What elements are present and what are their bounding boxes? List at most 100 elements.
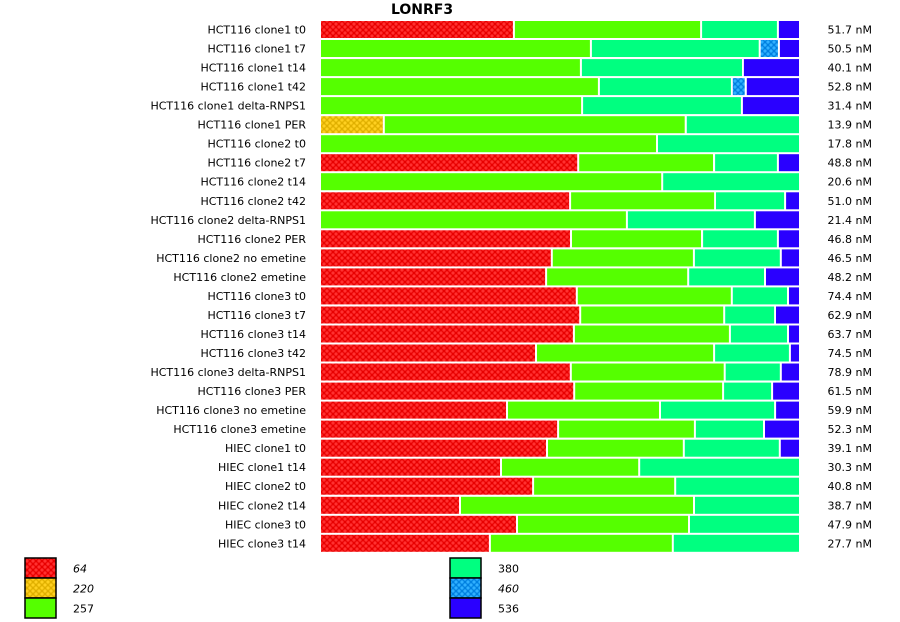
chart-title: LONRF3 — [391, 2, 453, 18]
category-label: HCT116 clone2 t42 — [200, 195, 306, 208]
bar-segment-380 — [689, 268, 764, 286]
bar-segment-257 — [321, 78, 598, 96]
bar-segment-257 — [384, 116, 685, 134]
bar-segment-380 — [627, 211, 754, 229]
bar-segment-380 — [690, 515, 799, 533]
bar-segment-536 — [790, 344, 799, 362]
total-concentration-label: 48.2 nM — [828, 271, 872, 284]
row-labels: HCT116 clone1 t0 HCT116 clone1 t7 HCT116 c… — [150, 24, 306, 551]
bar-segment-380 — [676, 477, 799, 495]
bar-segment-536 — [778, 230, 799, 248]
total-labels: 51.7 nM 50.5 nM 40.1 nM 52.8 nM 31.4 nM 13.9 … — [828, 24, 872, 551]
bar-segment-380 — [673, 534, 799, 552]
bar-segment-460 — [732, 78, 745, 96]
legend-swatch-220 — [24, 577, 57, 599]
bar-segment-64 — [321, 420, 558, 438]
category-label: HCT116 clone3 emetine — [173, 423, 306, 436]
total-concentration-label: 52.8 nM — [828, 81, 872, 94]
bar-segment-64 — [321, 401, 506, 419]
bar-segment-64 — [321, 192, 570, 210]
category-label: HIEC clone2 t0 — [225, 480, 306, 493]
bar-segment-64 — [321, 325, 573, 343]
bar-segment-536 — [789, 287, 799, 305]
bar-segment-257 — [508, 401, 659, 419]
category-label: HCT116 clone3 t14 — [200, 328, 306, 341]
bar-segment-460 — [760, 40, 778, 57]
total-concentration-label: 46.8 nM — [828, 233, 872, 246]
bar-segment-536 — [773, 382, 799, 400]
bar-segment-536 — [786, 192, 799, 210]
bar-segment-380 — [725, 363, 780, 381]
total-concentration-label: 74.4 nM — [828, 290, 872, 303]
bar-segment-64 — [321, 363, 570, 381]
total-concentration-label: 31.4 nM — [828, 100, 872, 113]
bar-segment-380 — [702, 21, 777, 38]
category-label: HCT116 clone1 delta-RNPS1 — [150, 100, 306, 113]
bar-segment-380 — [694, 249, 780, 267]
category-label: HIEC clone1 t0 — [225, 442, 306, 455]
legend-label-257: 257 — [73, 603, 94, 616]
bar-segment-257 — [534, 477, 675, 495]
bar-segment-64 — [321, 534, 489, 552]
category-label: HCT116 clone3 t0 — [207, 290, 306, 303]
total-concentration-label: 38.7 nM — [828, 499, 872, 512]
category-label: HCT116 clone1 PER — [198, 119, 307, 132]
bar-segment-380 — [716, 192, 785, 210]
total-concentration-label: 62.9 nM — [828, 309, 872, 322]
total-concentration-label: 63.7 nM — [828, 328, 872, 341]
bar-segment-380 — [732, 287, 787, 305]
bar-segment-380 — [715, 154, 777, 172]
total-concentration-label: 39.1 nM — [828, 442, 872, 455]
bar-segment-536 — [779, 40, 799, 57]
bar-segment-257 — [571, 192, 715, 210]
bar-segment-380 — [724, 382, 772, 400]
total-concentration-label: 17.8 nM — [828, 138, 872, 151]
total-concentration-label: 61.5 nM — [828, 385, 872, 398]
bar-segment-257 — [461, 496, 693, 514]
bar-segment-257 — [502, 458, 639, 476]
bar-segment-257 — [581, 306, 724, 324]
bar-segment-536 — [765, 420, 799, 438]
total-concentration-label: 47.9 nM — [828, 518, 872, 531]
bar-segment-380 — [599, 78, 731, 96]
category-label: HCT116 clone3 t42 — [200, 347, 306, 360]
bar-segment-257 — [559, 420, 694, 438]
legend-label-460: 460 — [498, 583, 519, 596]
total-concentration-label: 52.3 nM — [828, 423, 872, 436]
bar-segment-536 — [778, 21, 799, 38]
bar-segment-220 — [321, 116, 383, 134]
category-label: HIEC clone1 t14 — [218, 461, 306, 474]
bar-segment-380 — [730, 325, 787, 343]
legend-swatch-64 — [24, 557, 57, 579]
bar-segment-64 — [321, 154, 578, 172]
category-label: HCT116 clone2 delta-RNPS1 — [150, 214, 306, 227]
bar-segment-536 — [755, 211, 799, 229]
category-label: HCT116 clone3 t7 — [207, 309, 306, 322]
category-label: HIEC clone3 t14 — [218, 537, 306, 550]
bar-segment-257 — [321, 135, 656, 153]
bar-segment-64 — [321, 515, 516, 533]
total-concentration-label: 51.7 nM — [828, 24, 872, 37]
category-label: HIEC clone2 t14 — [218, 499, 306, 512]
total-concentration-label: 30.3 nM — [828, 461, 872, 474]
legend-swatch-380 — [449, 557, 482, 579]
category-label: HCT116 clone1 t0 — [207, 24, 306, 37]
category-label: HCT116 clone3 no emetine — [156, 404, 306, 417]
bar-segment-536 — [743, 59, 799, 77]
bar-segment-64 — [321, 477, 533, 495]
bar-segment-536 — [789, 325, 799, 343]
category-label: HCT116 clone2 emetine — [173, 271, 306, 284]
total-concentration-label: 40.1 nM — [828, 62, 872, 75]
bars-group — [321, 21, 799, 552]
bar-segment-64 — [321, 439, 546, 457]
bar-segment-64 — [321, 382, 574, 400]
bar-segment-64 — [321, 268, 546, 286]
bar-segment-257 — [552, 249, 693, 267]
bar-segment-64 — [321, 287, 576, 305]
bar-segment-64 — [321, 458, 500, 476]
total-concentration-label: 46.5 nM — [828, 252, 872, 265]
legend-label-64: 64 — [73, 563, 87, 576]
bar-segment-64 — [321, 249, 551, 267]
category-label: HCT116 clone2 t0 — [207, 138, 306, 151]
